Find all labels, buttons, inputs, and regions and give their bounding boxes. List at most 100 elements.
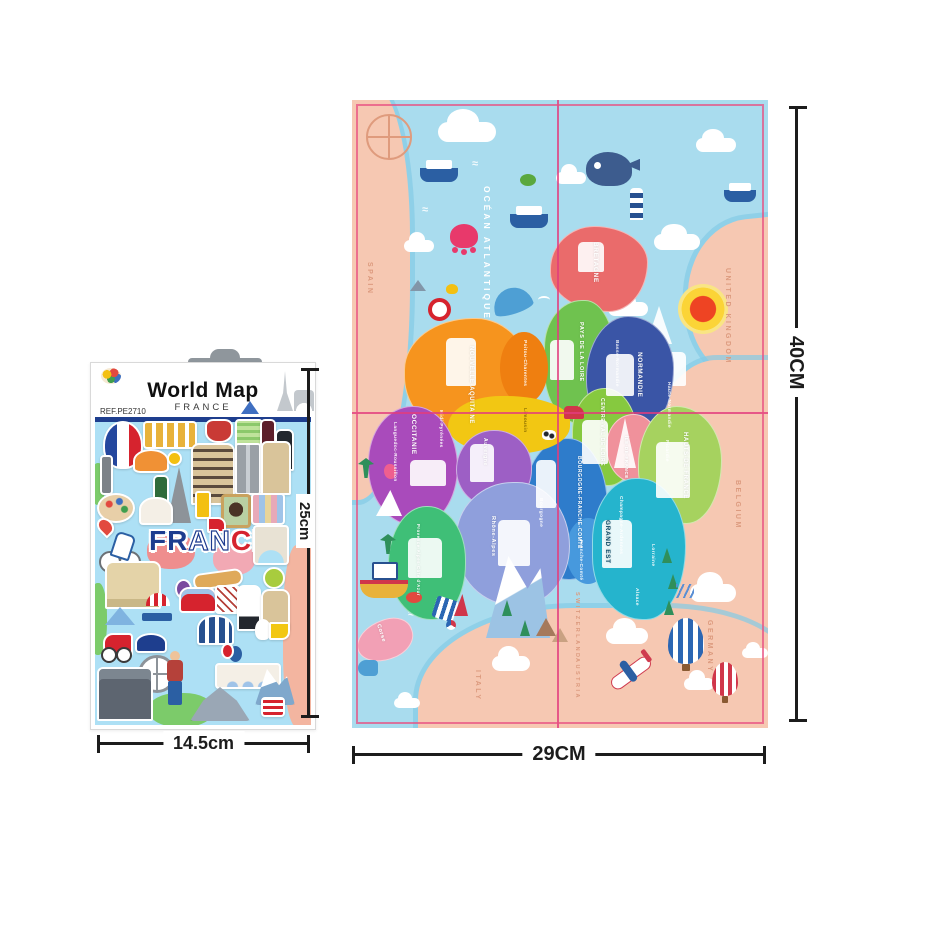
dimension-cap [301, 715, 319, 718]
surfer-icon [488, 282, 536, 320]
region-label-bretagne: BRETAGNE [592, 242, 599, 283]
region-label-bourgogne-franche-comte: BOURGOGNE-FRANCHE-COMTÉ [576, 456, 582, 549]
subregion-label: Bourgogne [538, 498, 543, 528]
landmark-illustration [410, 460, 446, 486]
poster-width-dimension: 29CM [352, 742, 766, 767]
wordmark-letter: R [167, 525, 189, 556]
brand-logo-icon [101, 368, 121, 384]
waves-glyph: ≈ [422, 204, 428, 216]
cloud-icon [696, 128, 736, 152]
lighthouse-icon [630, 188, 643, 220]
vertical-fold-line [557, 100, 559, 728]
cow-icon [542, 430, 556, 440]
cloud-icon [492, 646, 530, 671]
cruise-ship-icon [420, 160, 458, 182]
wordmark-letter: N [209, 524, 231, 556]
chateau-facade-sticker [261, 441, 291, 495]
poster-height-dimension: 40CM [784, 106, 807, 722]
subregion-label: Limousin [522, 408, 527, 433]
landmark-illustration [446, 338, 476, 386]
mona-lisa-sticker [221, 494, 251, 528]
region-label-ile-de-france: ÎLE-DE-FRANCE [624, 436, 629, 479]
region-label-normandie: NORMANDIE [636, 352, 643, 398]
package-title: World Map [147, 379, 259, 402]
country-label-germany: GERMANY [706, 620, 713, 674]
wordmark-letter: F [149, 525, 168, 556]
paris-buildings-sticker [251, 493, 285, 525]
landmark-illustration [578, 242, 604, 272]
man-with-baguette-sticker [165, 651, 185, 707]
red-heel-sticker [207, 517, 226, 533]
region-label-provence-alpes-cote-d-azur: Provence-Alpes-Côte d'Azur [416, 524, 421, 596]
cheese-sticker [269, 622, 290, 640]
french-stamp-sticker [261, 697, 285, 717]
cloud-icon [438, 109, 496, 142]
france-map-poster: ≈ ≈ ≈ ≈ ≈ [352, 100, 768, 728]
flamingo-icon [384, 464, 396, 479]
whale-icon [586, 152, 632, 186]
perfume-bottle-sticker [195, 491, 211, 519]
poster-width-label: 29CM [522, 742, 596, 767]
country-label-spain: SPAIN [366, 262, 373, 296]
country-label-italy: ITALY [474, 670, 481, 702]
compass-rose-icon [366, 114, 412, 160]
beach-set-icon [431, 594, 468, 624]
sun-icon [678, 284, 728, 334]
wordmark-letter: A [188, 524, 210, 556]
landmark-illustration [606, 354, 634, 396]
dimension-cap [97, 735, 100, 753]
landmark-illustration [408, 538, 442, 578]
subregion-label: Franche-Comté [578, 540, 583, 581]
region-label-occitanie: OCCITANIE [410, 414, 417, 455]
rubber-duck-icon [446, 284, 458, 294]
croissant-sticker [133, 449, 169, 473]
pine-tree-icon [668, 574, 678, 589]
package-height-label: 25cm [296, 494, 313, 549]
shark-fin-icon [410, 280, 426, 291]
landmark-illustration [498, 520, 530, 566]
subregion-label: Haute-Normandie [666, 382, 671, 428]
napoleon-hat-sticker [135, 633, 167, 653]
sea-turtle-icon [520, 174, 536, 186]
beach-parasol-sticker [140, 593, 176, 623]
subregion-label: Basse-Normandie [614, 340, 619, 387]
country-label-belgium: BELGIUM [734, 480, 741, 530]
cloud-icon [404, 232, 434, 252]
region-label-grand-est: GRAND EST [604, 520, 611, 564]
fishing-boat-icon [360, 562, 410, 602]
street-lamp-sticker [100, 455, 113, 495]
landmark-illustration [470, 444, 494, 482]
cloud-icon [606, 617, 648, 644]
region-poitou-charentes-patch [500, 332, 548, 404]
dimension-cap [789, 719, 807, 722]
medieval-castle-sticker [97, 667, 153, 721]
landmark-illustration [656, 442, 690, 498]
package-width-label: 14.5cm [162, 731, 245, 756]
octopus-icon [450, 224, 478, 253]
landmark-illustration [550, 340, 574, 380]
arc-de-triomphe-silhouette-icon [294, 390, 314, 411]
ship-icon [724, 183, 756, 202]
cloud-icon [742, 641, 768, 658]
seagull-icon [538, 296, 550, 304]
subregion-label: Languedoc-Roussillon [392, 422, 397, 482]
region-label-hauts-de-france: HAUTS-DE-FRANCE [682, 432, 688, 499]
grand-palais-sticker [105, 561, 161, 609]
region-label-centre-val-de-loire: CENTRE-VAL DE LOIRE [599, 398, 605, 467]
south-landmass [418, 608, 768, 728]
package-subtitle: FRANCE [174, 402, 232, 413]
star-wand-sticker [167, 451, 182, 466]
life-buoy-icon [428, 298, 451, 321]
dimension-cap [301, 368, 319, 371]
country-label-switzerland: SWITZERLAND [574, 592, 580, 660]
package-height-dimension: 25cm [296, 368, 319, 718]
louvre-pyramid-sticker [105, 607, 135, 625]
landmark-illustration [602, 520, 632, 568]
region-label-pays-de-la-loire: PAYS DE LA LOIRE [578, 322, 584, 382]
sticker-sheet: FRANCE [95, 417, 311, 725]
red-biplane-sticker [179, 587, 217, 613]
scooter-icon [358, 660, 378, 676]
region-label-nouvelle-aquitaine: NOUVELLE-AQUITAINE [468, 346, 474, 425]
beach-ball-icon [446, 620, 456, 630]
landmark-illustration [536, 460, 556, 508]
